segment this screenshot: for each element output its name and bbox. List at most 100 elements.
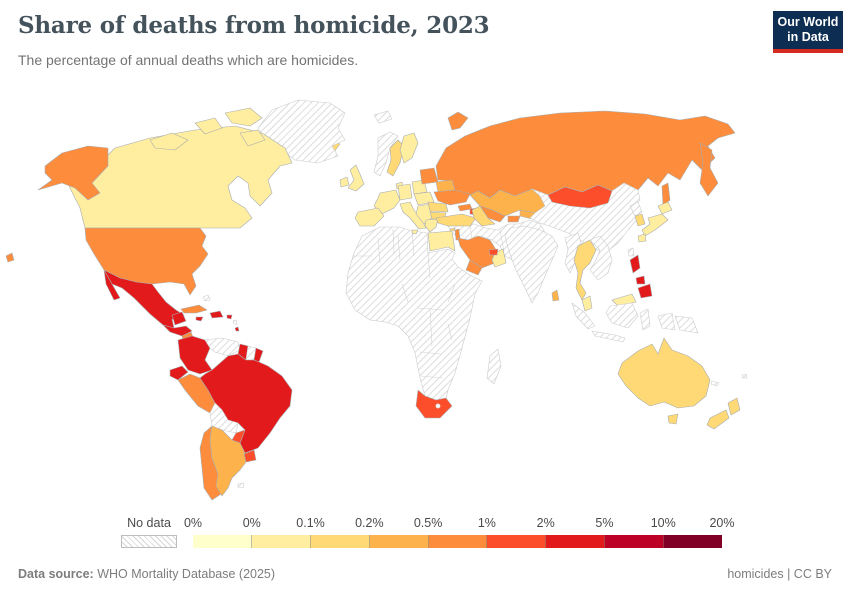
country-spain[interactable] [354, 207, 385, 227]
country-united-states[interactable] [84, 227, 209, 296]
country-ecuador[interactable] [169, 365, 189, 381]
country-sri-lanka[interactable] [551, 289, 560, 302]
country-philippines-visayas[interactable] [635, 275, 646, 285]
country-madagascar[interactable] [486, 348, 502, 385]
country-australia[interactable] [617, 337, 711, 409]
country-indonesia-sumatra[interactable] [571, 302, 596, 330]
country-indochina[interactable] [589, 235, 613, 281]
country-new-zealand-north[interactable] [727, 397, 741, 416]
legend-tick-labels: 0% 0% 0.1% 0.2% 0.5% 1% 2% 5% 10% 20% [184, 516, 735, 532]
legend-no-data-label: No data [127, 516, 171, 530]
country-canada-island-3[interactable] [239, 129, 266, 147]
country-japan-hokkaido[interactable] [657, 201, 673, 215]
country-malaysia-peninsula[interactable] [581, 295, 593, 312]
legend-bin[interactable] [193, 535, 252, 548]
country-central-europe[interactable] [413, 191, 435, 206]
legend-bin[interactable] [428, 535, 488, 548]
legend-bin[interactable] [664, 535, 723, 548]
country-bahamas[interactable] [202, 294, 211, 302]
country-jamaica[interactable] [195, 316, 204, 322]
country-russia-novaya-zemlya[interactable] [447, 111, 469, 131]
country-france[interactable] [373, 189, 401, 215]
country-new-caledonia[interactable] [710, 380, 720, 387]
legend-color-bar[interactable] [193, 535, 723, 548]
country-canada-island-2[interactable] [194, 117, 223, 135]
country-fiji[interactable] [741, 373, 748, 379]
country-united-states-alaska[interactable] [37, 145, 109, 201]
country-lesser-antilles-1[interactable] [232, 319, 238, 325]
legend-tick-label: 0.1% [296, 516, 325, 530]
country-indonesia-kalimantan[interactable] [605, 302, 639, 329]
country-dominican-republic[interactable] [209, 310, 224, 319]
country-cuba[interactable] [180, 304, 208, 314]
data-source-label: Data source: [18, 567, 94, 581]
country-germany[interactable] [397, 183, 413, 201]
country-baltic-states[interactable] [419, 167, 439, 185]
country-turkey[interactable] [435, 213, 477, 227]
country-french-guiana[interactable] [253, 347, 264, 363]
country-north-korea[interactable] [629, 201, 643, 217]
country-cyprus[interactable] [449, 227, 456, 232]
country-mexico-baja[interactable] [103, 269, 121, 301]
country-turkmenistan[interactable] [471, 205, 496, 227]
world-map [5, 99, 748, 501]
country-finland[interactable] [399, 132, 419, 164]
owid-logo[interactable]: Our World in Data [773, 11, 843, 53]
country-brazil[interactable] [199, 353, 293, 454]
country-taiwan[interactable] [627, 247, 635, 257]
country-canada-island-4[interactable] [149, 132, 189, 151]
country-papua-new-guinea[interactable] [674, 315, 699, 334]
country-romania[interactable] [427, 201, 449, 213]
country-sweden[interactable] [386, 139, 405, 177]
country-united-states-hawaii[interactable] [5, 252, 15, 263]
country-venezuela[interactable] [204, 337, 241, 357]
country-lesotho-hole [435, 403, 441, 409]
country-italy-sicily[interactable] [411, 229, 419, 235]
country-egypt[interactable] [427, 230, 456, 252]
country-myanmar[interactable] [564, 232, 583, 274]
country-puerto-rico[interactable] [226, 314, 233, 320]
country-thailand[interactable] [573, 239, 597, 301]
country-colombia[interactable] [177, 335, 213, 375]
country-united-kingdom[interactable] [347, 164, 365, 192]
country-argentina[interactable] [209, 425, 247, 497]
country-south-africa[interactable] [415, 389, 453, 419]
country-japan-honshu[interactable] [641, 213, 669, 237]
country-italy[interactable] [399, 201, 427, 230]
country-indonesia-sulawesi[interactable] [639, 308, 651, 331]
legend-bin[interactable] [369, 535, 429, 548]
legend-tick-label: 0% [183, 516, 203, 530]
country-norway[interactable] [373, 131, 399, 177]
country-philippines-luzon[interactable] [629, 254, 641, 274]
country-ukraine[interactable] [433, 189, 471, 206]
country-svalbard[interactable] [373, 110, 393, 124]
country-ireland[interactable] [339, 176, 350, 188]
country-mongolia[interactable] [547, 184, 613, 209]
country-martinique[interactable] [234, 326, 240, 332]
country-russia-kamchatka[interactable] [699, 142, 719, 197]
legend-bin[interactable] [546, 535, 606, 548]
legend-bin[interactable] [310, 535, 370, 548]
legend-no-data-swatch[interactable] [121, 535, 177, 548]
country-mexico-yucatan[interactable] [171, 311, 187, 326]
country-philippines-mindanao[interactable] [637, 283, 653, 299]
legend-bin[interactable] [605, 535, 665, 548]
legend-bin[interactable] [487, 535, 547, 548]
country-canada-island-1[interactable] [224, 107, 263, 127]
country-south-korea[interactable] [634, 213, 646, 227]
country-russia[interactable] [435, 110, 736, 199]
country-new-zealand-south[interactable] [706, 409, 730, 430]
country-greece[interactable] [424, 218, 439, 233]
country-russia-sakhalin[interactable] [661, 182, 671, 207]
country-indonesia-papua[interactable] [657, 312, 676, 331]
country-falkland-islands[interactable] [237, 482, 245, 489]
country-indonesia-java[interactable] [591, 330, 626, 343]
country-united-arab-emirates[interactable] [488, 248, 499, 256]
country-japan-kyushu[interactable] [637, 233, 647, 243]
country-australia-tasmania[interactable] [667, 413, 679, 425]
country-tajikistan[interactable] [507, 215, 521, 223]
legend-bin[interactable] [251, 535, 311, 548]
country-india[interactable] [504, 225, 559, 304]
country-guatemala[interactable] [162, 324, 193, 337]
country-yemen[interactable] [465, 259, 483, 276]
